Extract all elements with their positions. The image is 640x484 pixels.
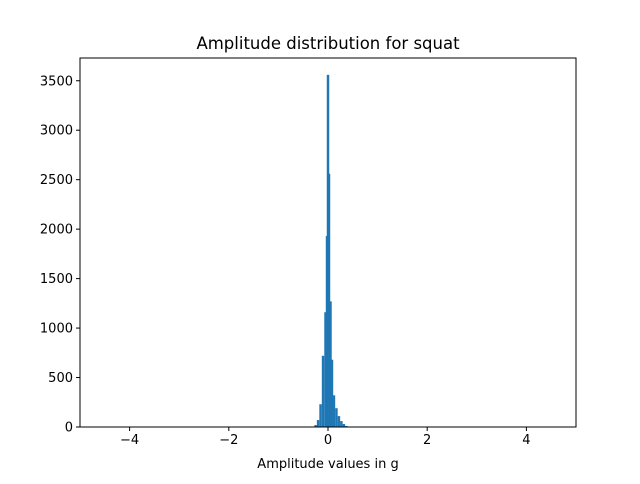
histogram-bar xyxy=(330,359,334,427)
y-tick-label: 3500 xyxy=(40,74,73,89)
y-tick-label: 1000 xyxy=(40,322,73,337)
x-axis: −4 −2 0 2 4 xyxy=(120,427,531,448)
histogram-bar xyxy=(335,408,338,427)
y-tick-label: 1500 xyxy=(40,272,73,287)
x-axis-label: Amplitude values in g xyxy=(257,457,398,472)
histogram-bar xyxy=(324,312,327,427)
histogram-bar xyxy=(316,420,320,427)
x-tick-label: 2 xyxy=(423,433,431,448)
y-tick-label: 500 xyxy=(48,371,73,386)
histogram-bar xyxy=(342,424,346,427)
y-tick-label: 3000 xyxy=(40,124,73,139)
histogram-bar xyxy=(337,416,341,427)
histogram-bar xyxy=(327,173,331,427)
x-tick-label: 4 xyxy=(522,433,530,448)
chart-title: Amplitude distribution for squat xyxy=(196,34,460,53)
histogram-bar xyxy=(329,301,332,427)
y-tick-label: 2500 xyxy=(40,173,73,188)
histogram-bars xyxy=(314,74,348,427)
y-tick-label: 2000 xyxy=(40,223,73,238)
histogram-bar xyxy=(340,421,343,427)
plot-frame xyxy=(79,57,577,428)
x-tick-label: −4 xyxy=(120,433,139,448)
y-tick-label: 0 xyxy=(65,421,73,436)
x-tick-label: −2 xyxy=(219,433,238,448)
x-tick-label: 0 xyxy=(324,433,332,448)
histogram-bar xyxy=(314,425,317,427)
y-axis: 0 500 1000 1500 2000 2500 3000 3500 xyxy=(40,74,80,436)
histogram-bar xyxy=(332,395,336,427)
histogram-bar xyxy=(321,355,325,427)
histogram-bar xyxy=(319,404,322,427)
